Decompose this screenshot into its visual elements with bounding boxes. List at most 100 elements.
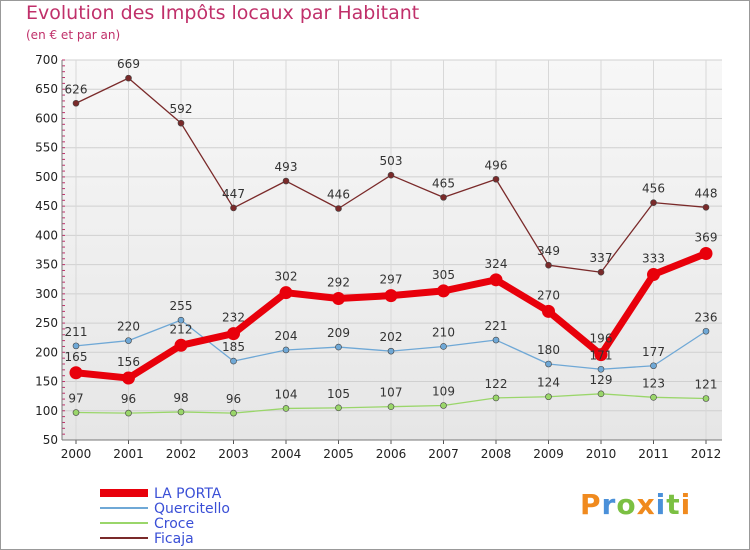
data-label-quercitello: 185 [222, 340, 245, 354]
point-quercitello [702, 327, 710, 335]
point-quercitello [335, 343, 342, 351]
x-tick-label: 2000 [61, 447, 92, 461]
data-label-croce: 107 [380, 386, 403, 400]
data-label-la-porta: 196 [590, 332, 613, 346]
data-label-ficaja: 465 [432, 176, 455, 190]
point-la-porta [227, 327, 240, 341]
data-label-la-porta: 292 [327, 276, 350, 290]
point-la-porta [279, 286, 293, 300]
data-label-croce: 96 [226, 392, 241, 406]
point-la-porta [647, 268, 660, 282]
point-quercitello [597, 365, 605, 373]
y-tick-label: 450 [35, 199, 58, 213]
data-label-ficaja: 448 [695, 186, 718, 200]
data-label-quercitello: 220 [117, 320, 140, 334]
y-tick-label: 200 [35, 345, 58, 359]
y-tick-label: 600 [35, 111, 58, 125]
x-tick-label: 2004 [271, 447, 302, 461]
x-tick-label: 2012 [691, 447, 722, 461]
data-label-ficaja: 337 [590, 251, 613, 265]
data-label-quercitello: 180 [537, 343, 560, 357]
point-la-porta [122, 371, 135, 385]
point-ficaja [72, 99, 80, 107]
data-label-croce: 105 [327, 387, 350, 401]
x-tick-label: 2008 [481, 447, 512, 461]
point-la-porta [699, 247, 713, 261]
chart-title: Evolution des Impôts locaux par Habitant [26, 2, 420, 24]
point-quercitello [440, 343, 447, 350]
data-label-quercitello: 210 [432, 325, 455, 339]
data-label-la-porta: 165 [65, 350, 88, 364]
data-label-la-porta: 212 [170, 322, 193, 336]
point-quercitello [282, 346, 290, 354]
point-croce [650, 394, 657, 401]
point-ficaja [125, 74, 132, 82]
point-ficaja [335, 205, 342, 212]
y-tick-label: 100 [35, 404, 58, 418]
logo-letter: o [616, 488, 637, 521]
point-ficaja [282, 177, 290, 185]
y-tick-label: 650 [35, 82, 58, 96]
point-ficaja [597, 268, 605, 276]
x-tick-label: 2010 [586, 447, 617, 461]
data-label-ficaja: 496 [485, 158, 508, 172]
point-la-porta [489, 273, 503, 287]
point-la-porta [332, 292, 345, 306]
data-label-ficaja: 626 [65, 82, 88, 96]
data-label-quercitello: 177 [642, 345, 665, 359]
point-la-porta [594, 348, 608, 362]
x-tick-label: 2001 [113, 447, 144, 461]
data-label-ficaja: 446 [327, 187, 350, 201]
data-label-quercitello: 255 [170, 299, 193, 313]
y-tick-label: 400 [35, 228, 58, 242]
logo-letter: P [580, 488, 602, 521]
point-quercitello [545, 360, 552, 368]
data-label-quercitello: 204 [275, 329, 298, 343]
x-tick-label: 2005 [323, 447, 354, 461]
logo-letter: x [636, 488, 656, 521]
point-croce [545, 393, 552, 401]
point-ficaja [650, 199, 657, 206]
point-ficaja [387, 171, 395, 179]
y-tick-label: 250 [35, 316, 58, 330]
y-tick-label: 700 [35, 53, 58, 67]
x-tick-label: 2009 [533, 447, 564, 461]
data-label-la-porta: 297 [380, 273, 403, 287]
data-label-quercitello: 171 [590, 348, 613, 362]
data-label-la-porta: 302 [275, 270, 298, 284]
y-tick-label: 300 [35, 287, 58, 301]
point-croce [492, 394, 500, 402]
point-ficaja [177, 119, 185, 127]
proxiti-logo: Proxiti [580, 488, 691, 521]
data-label-quercitello: 209 [327, 326, 350, 340]
data-label-croce: 122 [485, 377, 508, 391]
point-la-porta [174, 338, 188, 352]
data-label-ficaja: 447 [222, 187, 245, 201]
point-croce [72, 409, 80, 416]
data-label-quercitello: 221 [485, 319, 508, 333]
point-croce [440, 402, 447, 409]
x-tick-label: 2003 [218, 447, 249, 461]
point-ficaja [545, 261, 552, 269]
data-label-la-porta: 324 [485, 257, 508, 271]
point-la-porta [69, 366, 83, 380]
point-la-porta [437, 284, 450, 298]
data-label-croce: 123 [642, 376, 665, 390]
x-tick-label: 2006 [376, 447, 407, 461]
data-label-la-porta: 232 [222, 311, 245, 325]
point-croce [387, 403, 395, 410]
point-la-porta [542, 304, 555, 318]
logo-letter: i [680, 488, 692, 521]
point-ficaja [492, 175, 500, 183]
point-croce [230, 409, 237, 417]
point-croce [177, 408, 185, 416]
point-la-porta [384, 289, 398, 303]
x-tick-label: 2007 [428, 447, 459, 461]
point-croce [282, 405, 290, 412]
data-label-ficaja: 349 [537, 244, 560, 258]
point-quercitello [177, 316, 185, 324]
series-layer [69, 74, 713, 417]
